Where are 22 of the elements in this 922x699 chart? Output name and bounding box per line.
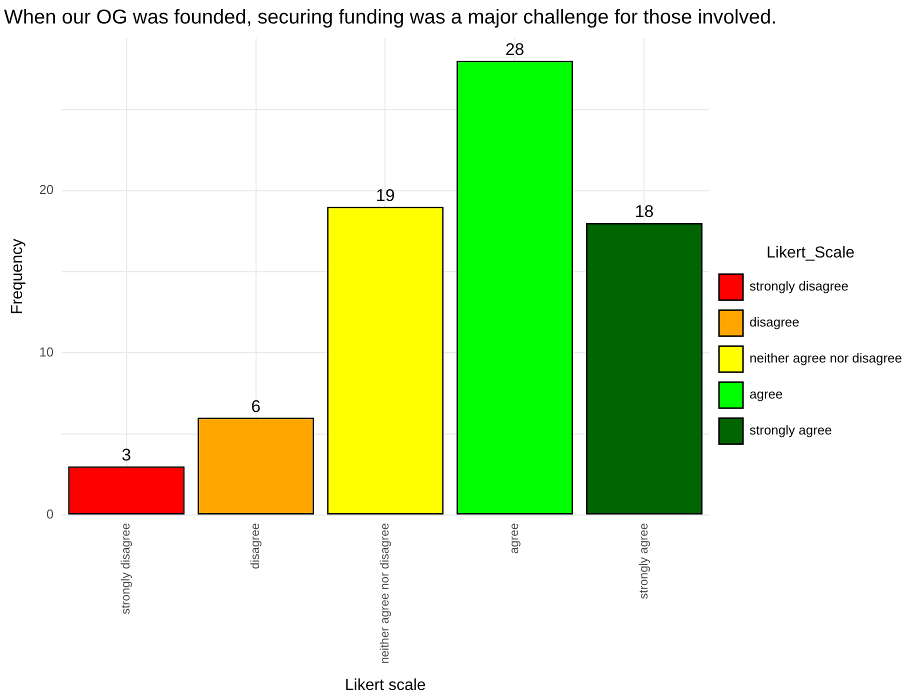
x-tick-label: strongly disagree <box>118 522 133 614</box>
x-tick-label: disagree <box>248 522 262 570</box>
x-tick-label: agree <box>507 522 522 554</box>
chart-title: When our OG was founded, securing funding was a major challenge for those involved. <box>4 6 777 29</box>
data-label: 28 <box>505 40 524 59</box>
legend-label: strongly disagree <box>750 278 849 294</box>
x-tick-label: strongly agree <box>636 522 651 600</box>
legend-label: agree <box>750 386 783 402</box>
legend-label: disagree <box>750 314 800 330</box>
y-tick-label: 0 <box>46 506 54 522</box>
y-tick-label: 10 <box>39 344 54 360</box>
data-label: 19 <box>376 186 395 205</box>
data-label: 3 <box>122 446 132 465</box>
x-tick-label: neither agree nor disagree <box>378 522 392 664</box>
y-axis-title: Frequency <box>9 238 26 314</box>
data-label: 18 <box>634 202 654 222</box>
x-axis-title: Likert scale <box>344 676 426 694</box>
y-tick-label: 20 <box>39 182 54 198</box>
legend-label: neither agree nor disagree <box>750 350 902 366</box>
legend-label: strongly agree <box>750 422 832 438</box>
data-label: 6 <box>251 396 261 416</box>
legend-title: Likert_Scale <box>766 244 855 262</box>
